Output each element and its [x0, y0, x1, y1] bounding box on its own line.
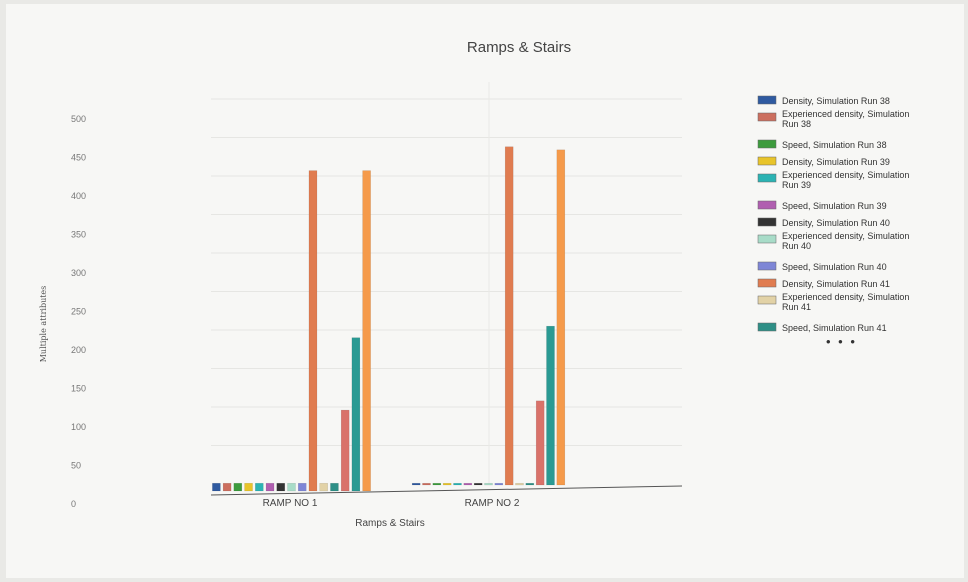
legend-swatch	[757, 112, 777, 122]
x-axis-ticks: RAMP NO 1 RAMP NO 2	[263, 498, 520, 509]
legend-label: Speed, Simulation Run 40	[782, 262, 887, 272]
y-tick-label: 200	[71, 345, 86, 355]
bar[interactable]	[453, 482, 462, 486]
legend-swatch	[757, 139, 777, 149]
legend-swatch	[757, 173, 777, 183]
y-tick-label: 150	[71, 384, 86, 394]
x-tick-label: RAMP NO 1	[263, 498, 318, 509]
legend-label: Density, Simulation Run 38	[782, 96, 890, 106]
bar[interactable]	[255, 482, 264, 492]
legend-swatch	[757, 261, 777, 271]
legend-label-cont: Run 41	[782, 302, 811, 312]
y-tick-label: 400	[71, 191, 86, 201]
bar[interactable]	[463, 482, 473, 486]
legend-label: Speed, Simulation Run 39	[782, 201, 887, 211]
legend-swatch	[757, 156, 777, 166]
bar[interactable]	[422, 482, 431, 486]
x-tick-label: RAMP NO 2	[465, 498, 520, 509]
bar[interactable]	[494, 482, 504, 486]
x-axis-label: Ramps & Stairs	[355, 518, 424, 529]
y-axis-ticks: 0 50 100 150 200 250 300 350 400 450 500	[71, 114, 86, 509]
legend-more-indicator[interactable]: • • •	[826, 334, 857, 349]
legend-swatch	[757, 322, 777, 332]
gridlines	[211, 82, 682, 484]
legend-label: Experienced density, Simulation	[782, 231, 909, 241]
bar-chart: Ramps & Stairs Multiple attributes Ramps…	[39, 39, 909, 529]
legend-label-cont: Run 38	[782, 119, 811, 129]
y-tick-label: 50	[71, 461, 81, 471]
legend: Density, Simulation Run 38 Experienced de…	[757, 95, 909, 333]
bar[interactable]	[504, 146, 514, 486]
legend-swatch	[757, 200, 777, 210]
legend-label: Speed, Simulation Run 38	[782, 140, 887, 150]
y-tick-label: 250	[71, 307, 86, 317]
bar[interactable]	[222, 482, 232, 492]
bar[interactable]	[330, 482, 339, 492]
y-tick-label: 0	[71, 499, 76, 509]
bar[interactable]	[233, 482, 243, 492]
x-axis-line	[210, 485, 683, 496]
legend-swatch	[757, 278, 777, 288]
legend-swatch	[757, 217, 777, 227]
y-tick-label: 300	[71, 268, 86, 278]
legend-label-cont: Run 39	[782, 180, 811, 190]
legend-label: Experienced density, Simulation	[782, 109, 909, 119]
legend-label: Density, Simulation Run 41	[782, 279, 890, 289]
legend-label: Density, Simulation Run 39	[782, 157, 890, 167]
bar[interactable]	[362, 170, 371, 492]
y-axis-label: Multiple attributes	[39, 286, 48, 363]
bar[interactable]	[297, 482, 307, 492]
y-tick-label: 450	[71, 153, 86, 163]
bar[interactable]	[287, 482, 296, 492]
legend-label: Speed, Simulation Run 41	[782, 323, 887, 333]
bar[interactable]	[432, 482, 442, 486]
chart-title: Ramps & Stairs	[467, 39, 571, 56]
bar[interactable]	[484, 482, 493, 486]
bar[interactable]	[515, 482, 524, 486]
bar[interactable]	[319, 482, 328, 492]
bar[interactable]	[411, 482, 421, 486]
legend-label-cont: Run 40	[782, 241, 811, 251]
x-axis-baseline	[210, 485, 683, 496]
bar[interactable]	[212, 482, 221, 492]
bar[interactable]	[535, 400, 545, 486]
legend-swatch	[757, 234, 777, 244]
bar[interactable]	[473, 482, 483, 486]
bar[interactable]	[308, 170, 318, 492]
bar[interactable]	[351, 337, 361, 492]
legend-label: Density, Simulation Run 40	[782, 218, 890, 228]
bar[interactable]	[525, 482, 535, 486]
legend-label: Experienced density, Simulation	[782, 292, 909, 302]
y-tick-label: 100	[71, 422, 86, 432]
bar[interactable]	[265, 482, 275, 492]
bar[interactable]	[244, 482, 253, 492]
bar[interactable]	[340, 409, 350, 492]
chart-sheet: Ramps & Stairs Multiple attributes Ramps…	[6, 4, 964, 578]
bar[interactable]	[546, 325, 555, 486]
bars	[212, 146, 566, 492]
bar[interactable]	[442, 482, 452, 486]
y-tick-label: 500	[71, 114, 86, 124]
bar[interactable]	[276, 482, 286, 492]
legend-swatch	[757, 95, 777, 105]
legend-swatch	[757, 295, 777, 305]
legend-label: Experienced density, Simulation	[782, 170, 909, 180]
bar[interactable]	[556, 149, 566, 486]
y-tick-label: 350	[71, 230, 86, 240]
